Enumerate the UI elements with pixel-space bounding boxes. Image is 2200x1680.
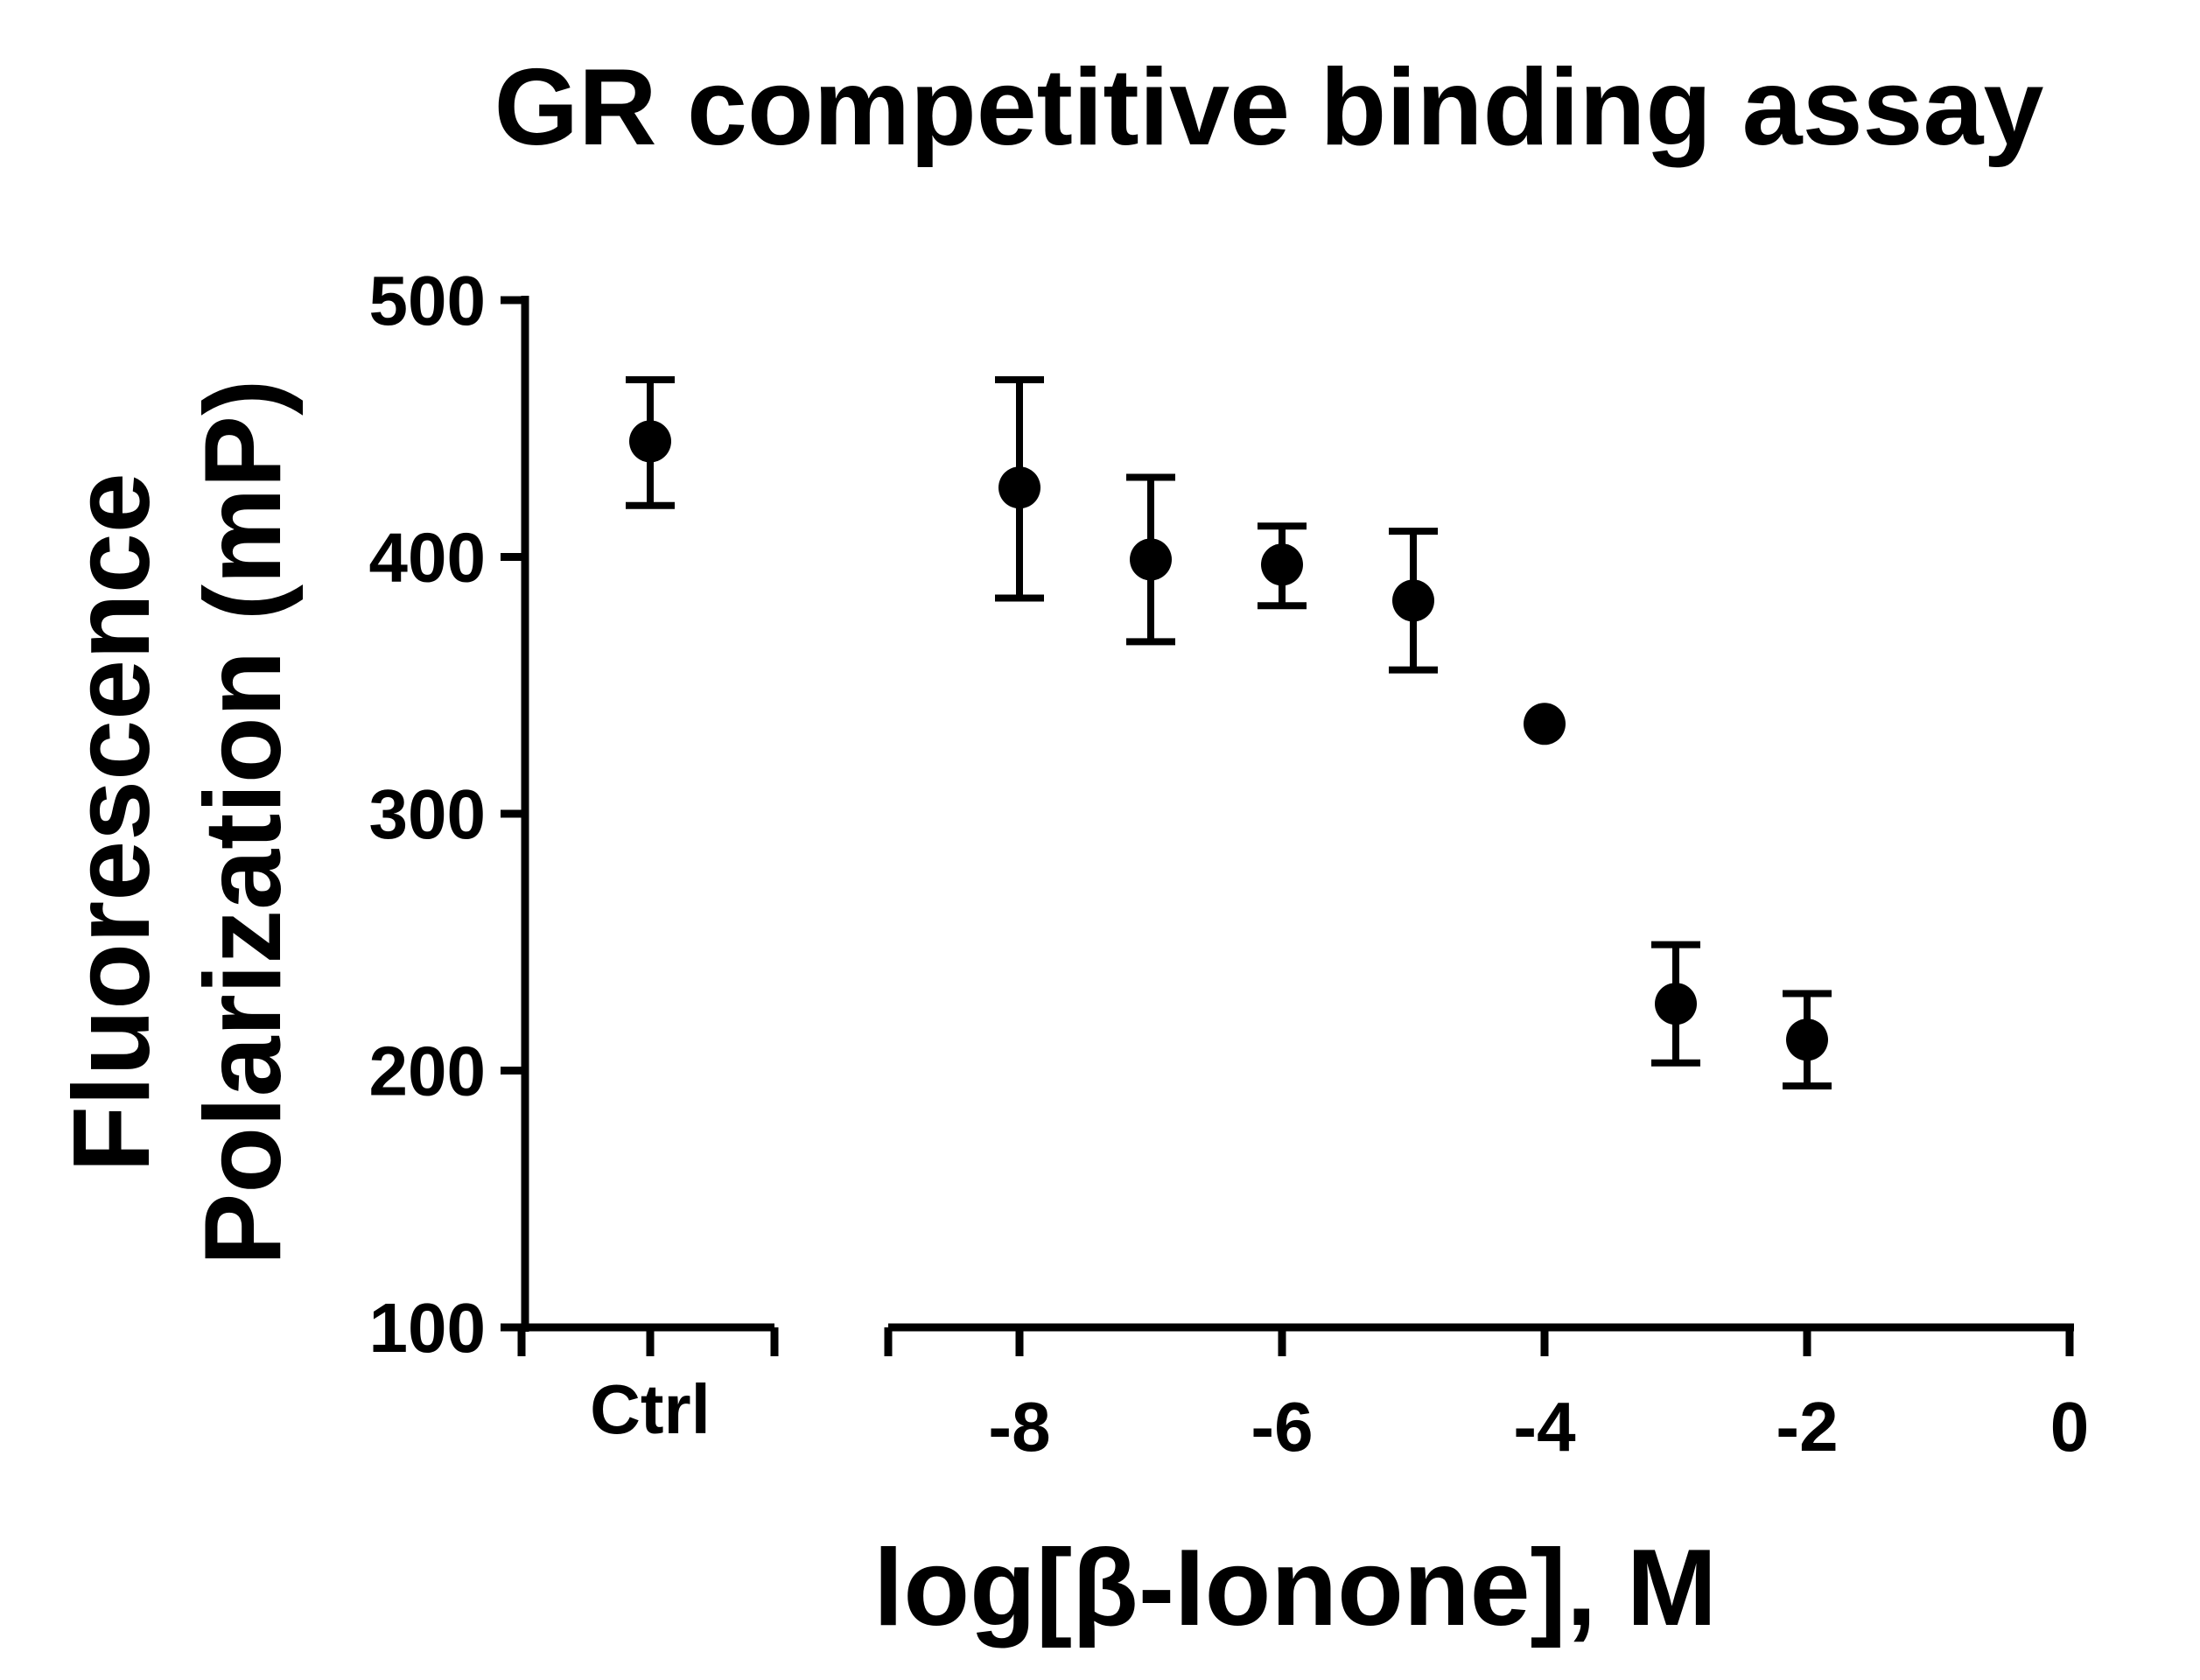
data-point (998, 466, 1040, 509)
x-tick-label: 0 (2050, 1388, 2090, 1466)
x-tick-label: -2 (1776, 1388, 1838, 1466)
chart-title: GR competitive binding assay (494, 47, 2044, 168)
y-tick-label: 200 (369, 1032, 486, 1110)
y-tick-label: 400 (369, 519, 486, 597)
y-axis-title-line1: Fluorescence (52, 472, 172, 1172)
data-point (1524, 703, 1566, 746)
y-tick-label: 500 (369, 262, 486, 340)
y-tick-label: 300 (369, 775, 486, 853)
x-axis-title: log[β-Ionone], M (873, 1528, 1717, 1648)
x-tick-label: -6 (1251, 1388, 1313, 1466)
y-tick-label: 100 (369, 1289, 486, 1367)
data-point (1786, 1018, 1828, 1061)
data-point-ctrl (629, 420, 671, 463)
data-point (1261, 543, 1303, 586)
data-marks (626, 375, 1832, 1090)
data-point (1392, 579, 1434, 622)
data-point (1130, 538, 1172, 581)
x-tick-label: -4 (1513, 1388, 1576, 1466)
x-tick-label: -8 (988, 1388, 1050, 1466)
x-tick-label-ctrl: Ctrl (590, 1370, 711, 1448)
y-ticks: 100 200 300 400 500 (369, 262, 525, 1367)
data-point (1655, 983, 1697, 1026)
x-ticks: Ctrl -8 -6 -4 -2 0 (517, 1327, 2090, 1466)
y-axis-title-line2: Polarization (mP) (183, 380, 304, 1266)
